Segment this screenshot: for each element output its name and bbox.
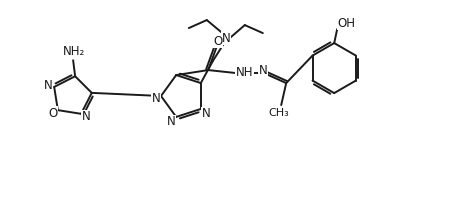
Text: NH₂: NH₂ (63, 45, 85, 58)
Text: O: O (48, 107, 57, 120)
Text: N: N (221, 32, 230, 45)
Text: N: N (259, 64, 267, 77)
Text: OH: OH (337, 17, 355, 30)
Text: O: O (213, 35, 223, 48)
Text: NH: NH (235, 66, 253, 79)
Text: N: N (44, 79, 53, 92)
Text: CH₃: CH₃ (269, 108, 290, 118)
Text: N: N (202, 107, 210, 120)
Text: N: N (167, 115, 176, 128)
Text: N: N (82, 110, 90, 123)
Text: N: N (152, 92, 160, 104)
